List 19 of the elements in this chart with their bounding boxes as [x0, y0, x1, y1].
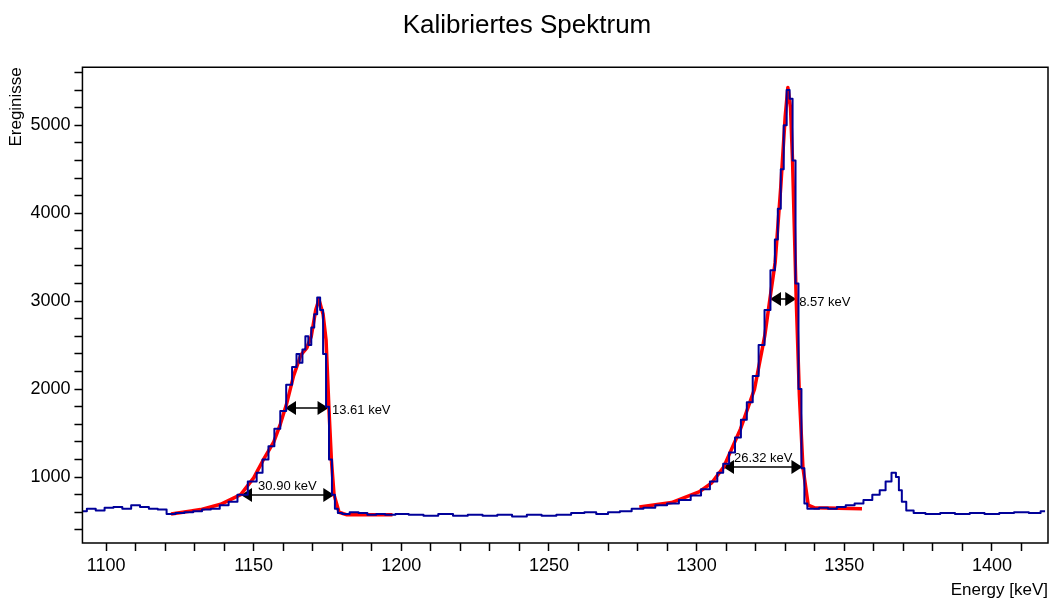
- x-tick-label: 1350: [824, 554, 865, 575]
- y-axis-title: Ereginisse: [5, 67, 25, 147]
- x-tick-label: 1100: [86, 554, 126, 575]
- x-tick-label: 1200: [381, 554, 422, 575]
- x-axis-title: Energy [keV]: [950, 580, 1048, 600]
- annotation: 26.32 keV: [733, 450, 793, 466]
- x-tick-label: 1300: [676, 554, 717, 575]
- y-tick-label: 1000: [30, 466, 71, 487]
- y-tick-label: 5000: [30, 114, 71, 135]
- y-tick-label: 2000: [30, 378, 71, 399]
- x-tick-label: 1400: [971, 554, 1012, 575]
- annotation: 30.90 keV: [258, 477, 317, 493]
- chart-title: Kalibriertes Spektrum: [402, 8, 652, 39]
- x-tick-label: 1250: [528, 554, 569, 575]
- x-tick-label: 1150: [234, 554, 274, 575]
- y-tick-label: 3000: [30, 290, 71, 311]
- annotation: 8.57 keV: [799, 293, 851, 309]
- annotation: 13.61 keV: [332, 402, 391, 418]
- y-tick-label: 4000: [30, 202, 71, 223]
